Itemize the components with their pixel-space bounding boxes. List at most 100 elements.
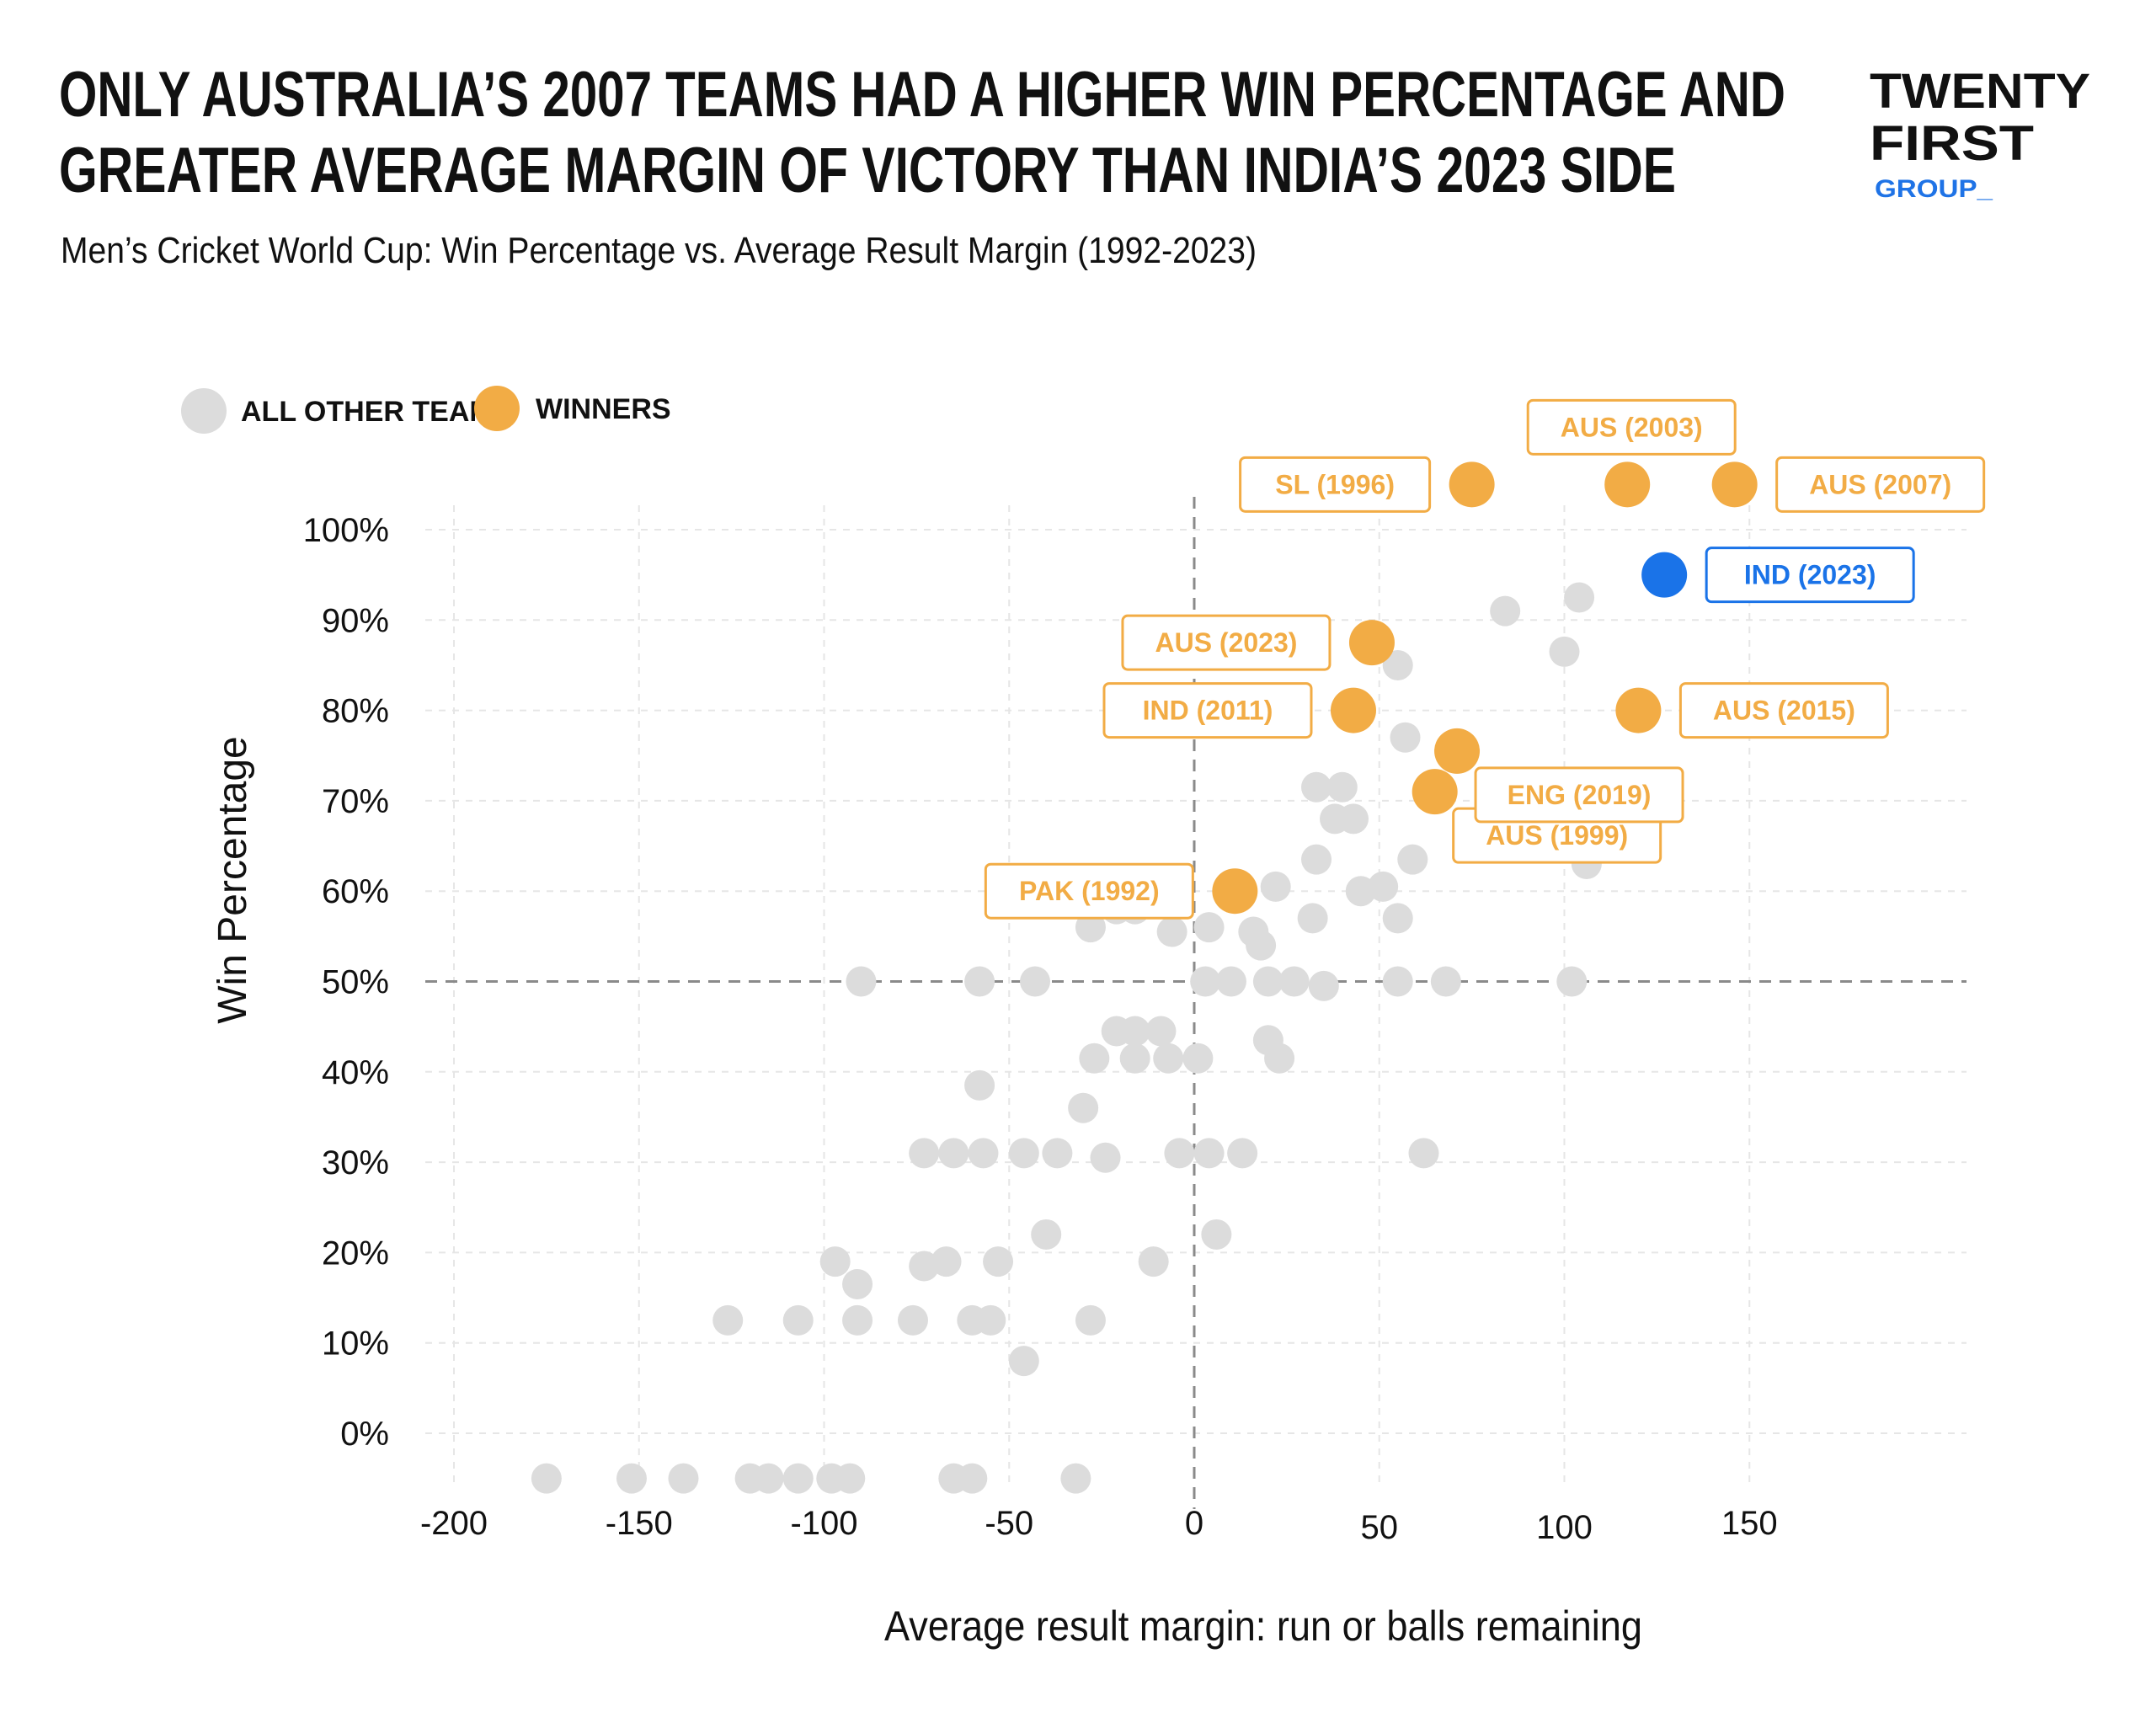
y-axis-ticks: 0% 10% 20% 30% 40% 50% 60% 70% 80% 90% 100% xyxy=(303,512,389,1453)
point-other-team xyxy=(668,1463,699,1494)
point-other-team xyxy=(1308,970,1339,1001)
point-other-team xyxy=(1119,1043,1150,1074)
point-other-team xyxy=(1164,1138,1195,1169)
point-other-team xyxy=(1020,966,1051,997)
x-tick-label: 0 xyxy=(1185,1505,1203,1542)
y-axis-title: Win Percentage xyxy=(211,736,255,1024)
point-other-team xyxy=(1031,1219,1062,1250)
point-other-team xyxy=(1060,1463,1091,1494)
point-other-team xyxy=(1301,844,1332,875)
point-other-team xyxy=(1260,871,1291,902)
x-tick-label: 150 xyxy=(1721,1505,1778,1542)
chart-title-line-2: GREATER AVERAGE MARGIN OF VICTORY THAN I… xyxy=(59,135,1676,206)
label-text: PAK (1992) xyxy=(1019,876,1160,906)
label-box xyxy=(1526,398,1737,456)
point-other-team xyxy=(957,1463,988,1494)
label-text: IND (2023) xyxy=(1744,560,1876,590)
point-other-team xyxy=(842,1268,873,1299)
chart-subtitle: Men’s Cricket World Cup: Win Percentage … xyxy=(61,230,1257,271)
point-other-team xyxy=(753,1463,784,1494)
point-other-team xyxy=(1490,595,1521,627)
point-other-team xyxy=(1397,844,1428,875)
y-tick-label: 20% xyxy=(322,1235,389,1272)
label-sl-1996: SL (1996) xyxy=(1239,456,1432,513)
point-other-team xyxy=(1430,966,1461,997)
y-tick-label: 60% xyxy=(322,873,389,910)
x-axis-ticks: -200 -150 -100 -50 0 50 100 150 xyxy=(420,1505,1778,1546)
point-other-team xyxy=(1408,1138,1439,1169)
y-tick-label: 50% xyxy=(322,964,389,1001)
point-ind-2023 xyxy=(1641,552,1688,598)
label-ind-2011: IND (2011) xyxy=(1102,682,1313,739)
label-ind-2023: IND (2023) xyxy=(1705,547,1915,604)
y-tick-label: 100% xyxy=(303,512,389,549)
legend: ALL OTHER TEAMS WINNERS xyxy=(181,386,671,434)
label-text: AUS (2023) xyxy=(1155,627,1297,658)
point-other-team xyxy=(1297,903,1328,934)
label-text: AUS (2015) xyxy=(1713,696,1855,726)
point-other-team xyxy=(931,1246,962,1277)
legend-marker-winners xyxy=(474,386,520,431)
point-other-team xyxy=(1193,1138,1225,1169)
y-tick-label: 40% xyxy=(322,1054,389,1091)
point-other-team xyxy=(897,1304,928,1336)
x-tick-label: 100 xyxy=(1536,1509,1593,1546)
x-tick-label: -150 xyxy=(606,1505,673,1542)
legend-marker-other xyxy=(181,388,227,434)
logo-line-3: GROUP_ xyxy=(1875,175,1993,203)
point-other-team xyxy=(1252,1025,1283,1056)
label-box xyxy=(1121,614,1331,671)
label-box xyxy=(984,862,1194,920)
point-other-team xyxy=(1201,1219,1232,1250)
point-other-team xyxy=(909,1138,940,1169)
point-other-team xyxy=(1382,966,1413,997)
point-other-team xyxy=(938,1138,969,1169)
point-other-team xyxy=(1190,966,1221,997)
point-other-team xyxy=(1326,771,1358,803)
x-tick-label: -50 xyxy=(985,1505,1033,1542)
legend-label-other: ALL OTHER TEAMS xyxy=(241,396,512,428)
point-other-team xyxy=(1008,1138,1039,1169)
y-tick-label: 80% xyxy=(322,693,389,730)
label-text: ENG (2019) xyxy=(1508,780,1652,810)
point-ind-2011 xyxy=(1330,687,1376,733)
point-other-team xyxy=(1075,1304,1106,1336)
point-other-team xyxy=(846,966,877,997)
x-axis-title: Average result margin: run or balls rema… xyxy=(884,1603,1642,1650)
point-other-team xyxy=(968,1138,999,1169)
label-aus-2023: AUS (2023) xyxy=(1121,614,1331,671)
point-other-team xyxy=(983,1246,1014,1277)
label-aus-2015: AUS (2015) xyxy=(1678,682,1889,739)
point-other-team xyxy=(1182,1043,1214,1074)
point-other-team xyxy=(1153,1043,1184,1074)
y-tick-label: 10% xyxy=(322,1325,389,1363)
label-text: IND (2011) xyxy=(1143,696,1273,726)
legend-label-winners: WINNERS xyxy=(536,393,671,425)
label-text: AUS (2003) xyxy=(1561,412,1703,442)
y-tick-label: 70% xyxy=(322,783,389,820)
point-other-team xyxy=(1382,649,1413,680)
point-other-team xyxy=(1278,966,1310,997)
label-text: AUS (2007) xyxy=(1809,469,1951,499)
point-other-team xyxy=(1337,803,1369,835)
label-aus-2007: AUS (2007) xyxy=(1775,456,1986,513)
label-text: SL (1996) xyxy=(1275,469,1395,499)
y-tick-label: 0% xyxy=(340,1416,389,1453)
point-other-team xyxy=(1215,966,1246,997)
point-other-team xyxy=(1390,722,1421,753)
x-tick-label: -200 xyxy=(420,1505,488,1542)
point-labels: PAK (1992) SL (1996) AUS (1999) AUS (2003) A… xyxy=(984,398,1986,920)
point-other-team xyxy=(1156,916,1187,947)
point-other-team xyxy=(616,1463,647,1494)
point-other-team xyxy=(1079,1043,1110,1074)
point-aus-2015 xyxy=(1615,687,1662,733)
point-other-team xyxy=(1368,871,1399,902)
label-box xyxy=(1705,547,1915,604)
point-other-team xyxy=(1138,1246,1169,1277)
point-other-team xyxy=(1075,912,1106,943)
x-tick-label: -100 xyxy=(790,1505,857,1542)
label-pak-1992: PAK (1992) xyxy=(984,862,1194,920)
point-other-team xyxy=(1145,1016,1177,1047)
y-tick-label: 30% xyxy=(322,1144,389,1181)
